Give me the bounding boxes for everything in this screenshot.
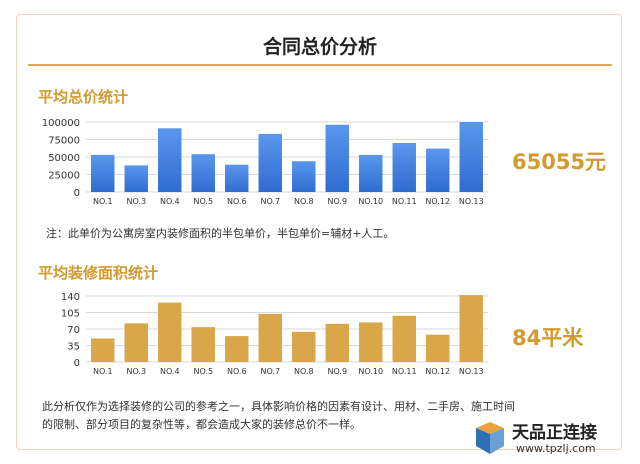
- x-tick-label: NO.12: [425, 197, 450, 206]
- x-tick-label: NO.6: [227, 367, 247, 376]
- watermark-url: www.tpzlj.com: [516, 442, 596, 455]
- avg-area-bar-chart: 140 105 70 35 0 NO.1 NO.3 NO.4 NO.5 NO.6 NO.7 NO.8 N…: [61, 292, 488, 376]
- avg-price-bar-chart: 100000 75000 50000 25000 0 NO.1 NO.3 NO.4 NO.5 NO…: [42, 118, 488, 206]
- x-tick-label: NO.12: [425, 367, 450, 376]
- x-tick-label: NO.1: [93, 367, 113, 376]
- x-tick-label: NO.1: [93, 197, 113, 206]
- bar: [392, 315, 416, 362]
- bar: [124, 323, 148, 362]
- x-tick-label: NO.7: [260, 367, 280, 376]
- avg-price-value: 65055元: [512, 150, 607, 174]
- x-tick-label: NO.5: [193, 197, 213, 206]
- bar: [91, 338, 115, 362]
- x-tick-label: NO.3: [126, 197, 146, 206]
- title-divider: [28, 64, 612, 66]
- x-tick-label: NO.9: [327, 367, 347, 376]
- y-tick-label: 35: [67, 342, 80, 353]
- x-tick-label: NO.3: [126, 367, 146, 376]
- x-tick-label: NO.5: [193, 367, 213, 376]
- bar: [91, 154, 115, 192]
- card-frame: [16, 14, 622, 450]
- bar: [124, 165, 148, 192]
- bar: [459, 122, 483, 192]
- x-tick-label: NO.13: [459, 367, 484, 376]
- x-tick-label: NO.9: [327, 197, 347, 206]
- bar: [191, 327, 215, 362]
- bar: [426, 148, 450, 192]
- page-title: 合同总价分析: [262, 36, 377, 58]
- x-tick-label: NO.10: [358, 367, 383, 376]
- disclaimer-line-1: 此分析仅作为选择装修的公司的参考之一，具体影响价格的因素有设计、用材、二手房、施…: [42, 400, 515, 413]
- bar: [225, 164, 249, 192]
- bar: [325, 124, 349, 192]
- bar: [191, 154, 215, 192]
- bar: [325, 323, 349, 362]
- bar: [292, 161, 316, 192]
- x-tick-label: NO.10: [358, 197, 383, 206]
- x-tick-label: NO.11: [392, 367, 417, 376]
- bar: [258, 133, 282, 192]
- y-tick-label: 100000: [42, 118, 80, 129]
- bar: [292, 331, 316, 362]
- x-tick-label: NO.8: [294, 197, 314, 206]
- bar: [359, 322, 383, 362]
- y-tick-label: 25000: [48, 171, 80, 182]
- bar: [158, 302, 182, 362]
- x-tick-label: NO.4: [160, 197, 180, 206]
- bar: [225, 336, 249, 362]
- bar: [158, 128, 182, 192]
- bar: [426, 334, 450, 362]
- y-tick-label: 105: [61, 309, 80, 320]
- price-note: 注：此单价为公寓房室内装修面积的半包单价，半包单价=辅材+人工。: [46, 227, 395, 240]
- x-tick-label: NO.6: [227, 197, 247, 206]
- x-tick-label: NO.11: [392, 197, 417, 206]
- y-tick-label: 50000: [48, 153, 80, 164]
- x-tick-label: NO.4: [160, 367, 180, 376]
- y-tick-label: 75000: [48, 136, 80, 147]
- y-tick-label: 0: [74, 188, 80, 199]
- x-tick-label: NO.13: [459, 197, 484, 206]
- x-tick-label: NO.7: [260, 197, 280, 206]
- y-tick-label: 70: [67, 325, 80, 336]
- x-tick-label: NO.8: [294, 367, 314, 376]
- watermark-logo-icon: [476, 422, 504, 454]
- watermark: 天品正连接 www.tpzlj.com: [472, 416, 632, 460]
- y-tick-label: 0: [74, 358, 80, 369]
- bar: [459, 295, 483, 362]
- section-title-avg-area: 平均装修面积统计: [38, 264, 159, 282]
- section-title-avg-price: 平均总价统计: [38, 88, 129, 106]
- bar: [359, 154, 383, 192]
- disclaimer-line-2: 的限制、部分项目的复杂性等，都会造成大家的装修总价不一样。: [42, 418, 361, 431]
- watermark-name: 天品正连接: [512, 423, 597, 443]
- bar: [392, 143, 416, 192]
- y-tick-label: 140: [61, 292, 80, 303]
- bar: [258, 313, 282, 362]
- avg-area-value: 84平米: [512, 326, 584, 350]
